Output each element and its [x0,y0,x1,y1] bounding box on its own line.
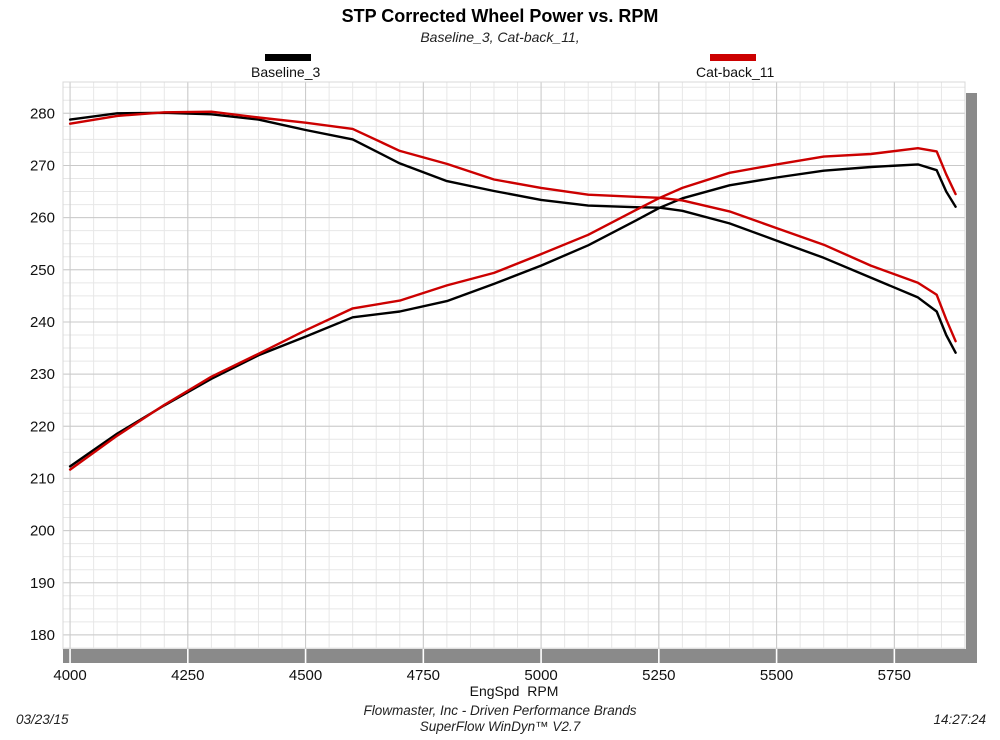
legend-item-baseline: Baseline_3 [251,54,320,80]
legend-label-baseline: Baseline_3 [251,64,321,80]
footer-software: SuperFlow WinDyn™ V2.7 [419,719,581,734]
y-tick-label: 210 [30,470,55,487]
series-line-0 [68,111,957,354]
y-tick-label: 180 [30,627,55,644]
y-tick-label: 200 [30,523,55,540]
x-tick-label: 4000 [53,667,86,684]
x-tick-label: 5000 [524,667,557,684]
y-tick-label: 270 [30,157,55,174]
y-tick-label: 190 [30,575,55,592]
chart-subtitle: Baseline_3, Cat-back_11, [420,29,580,45]
legend-swatch-catback [710,54,756,61]
x-tick-label: 4250 [171,667,204,684]
chart-title: STP Corrected Wheel Power vs. RPM [341,6,659,26]
legend-label-catback: Cat-back_11 [696,64,775,80]
series-line-1 [68,163,957,468]
series-line-2 [68,110,957,343]
x-tick-label: 5500 [760,667,793,684]
y-tick-label: 220 [30,418,55,435]
y-tick-label: 280 [30,105,55,122]
report-date: 03/23/15 [16,712,69,727]
legend-swatch-baseline [265,54,311,61]
report-time: 14:27:24 [933,712,986,727]
x-tick-label: 5750 [878,667,911,684]
right-scroll-bar [966,93,977,663]
x-tick-label: 4500 [289,667,322,684]
y-tick-label: 240 [30,314,55,331]
y-tick-label: 260 [30,210,55,227]
x-tick-label: 4750 [407,667,440,684]
footer-company: Flowmaster, Inc - Driven Performance Bra… [363,703,637,718]
y-tick-label: 230 [30,366,55,383]
plot-border [62,81,966,650]
y-tick-label: 250 [30,262,55,279]
legend-item-catback: Cat-back_11 [696,54,774,80]
x-tick-label: 5250 [642,667,675,684]
series-line-3 [68,146,957,471]
x-axis-label: EngSpd RPM [469,683,559,699]
x-axis-bar [63,649,977,663]
